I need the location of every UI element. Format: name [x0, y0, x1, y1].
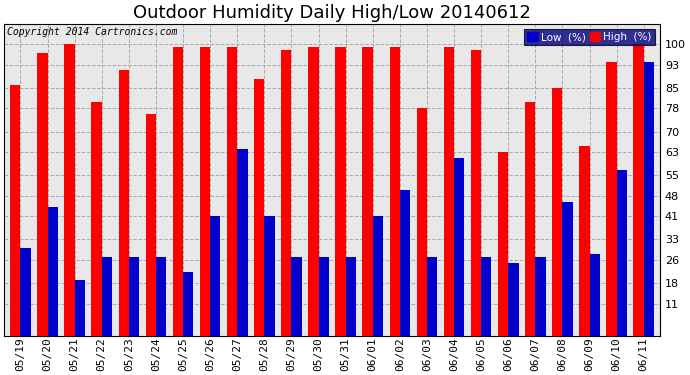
Bar	[237, 149, 248, 336]
Bar	[535, 257, 546, 336]
Bar	[562, 202, 573, 336]
Bar	[319, 257, 329, 336]
Bar	[509, 263, 518, 336]
Bar	[183, 272, 193, 336]
Bar	[498, 152, 509, 336]
Bar	[264, 216, 275, 336]
Bar	[254, 79, 264, 336]
Bar	[75, 280, 85, 336]
Bar	[119, 70, 129, 336]
Legend: Low  (%), High  (%): Low (%), High (%)	[524, 29, 655, 45]
Bar	[37, 53, 48, 336]
Bar	[373, 216, 383, 336]
Bar	[589, 254, 600, 336]
Bar	[156, 257, 166, 336]
Bar	[335, 47, 346, 336]
Bar	[48, 207, 58, 336]
Bar	[227, 47, 237, 336]
Bar	[400, 190, 410, 336]
Bar	[644, 62, 654, 336]
Bar	[471, 50, 481, 336]
Bar	[10, 85, 21, 336]
Bar	[200, 47, 210, 336]
Bar	[481, 257, 491, 336]
Bar	[454, 158, 464, 336]
Bar	[617, 170, 627, 336]
Bar	[64, 44, 75, 336]
Bar	[210, 216, 220, 336]
Bar	[417, 108, 427, 336]
Bar	[633, 44, 644, 336]
Bar	[21, 248, 31, 336]
Bar	[172, 47, 183, 336]
Bar	[281, 50, 291, 336]
Bar	[444, 47, 454, 336]
Bar	[579, 146, 589, 336]
Bar	[291, 257, 302, 336]
Bar	[129, 257, 139, 336]
Bar	[146, 114, 156, 336]
Bar	[346, 257, 356, 336]
Bar	[427, 257, 437, 336]
Bar	[607, 62, 617, 336]
Bar	[390, 47, 400, 336]
Bar	[362, 47, 373, 336]
Text: Copyright 2014 Cartronics.com: Copyright 2014 Cartronics.com	[8, 27, 178, 37]
Title: Outdoor Humidity Daily High/Low 20140612: Outdoor Humidity Daily High/Low 20140612	[133, 4, 531, 22]
Bar	[92, 102, 101, 336]
Bar	[101, 257, 112, 336]
Bar	[552, 88, 562, 336]
Bar	[525, 102, 535, 336]
Bar	[308, 47, 319, 336]
